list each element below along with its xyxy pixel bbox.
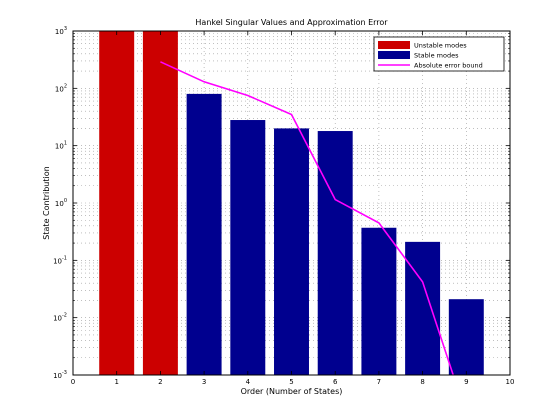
x-tick-label: 4 — [246, 378, 251, 386]
y-tick-label: 10-2 — [53, 313, 67, 323]
x-tick-label: 5 — [289, 378, 293, 386]
y-tick-label: 103 — [55, 26, 67, 36]
ticks: 0 1 2 3 4 5 6 7 8 9 10 10-3 10-2 10-1 100 101 102 103 — [53, 26, 514, 386]
x-axis-label: Order (Number of States) — [241, 387, 343, 396]
x-tick-label: 0 — [71, 378, 75, 386]
bar — [99, 31, 135, 375]
x-tick-label: 8 — [420, 378, 424, 386]
legend: Unstable modes Stable modes Absolute error… — [373, 36, 505, 72]
legend-label: Absolute error bound — [414, 62, 483, 70]
bar — [405, 241, 441, 375]
legend-label: Unstable modes — [414, 42, 467, 50]
y-axis-label: State Contribution — [42, 166, 51, 239]
x-tick-label: 9 — [464, 378, 468, 386]
x-tick-label: 2 — [158, 378, 162, 386]
y-tick-label: 100 — [55, 198, 67, 208]
x-tick-label: 1 — [114, 378, 118, 386]
legend-label: Stable modes — [414, 52, 459, 60]
bar — [142, 31, 178, 375]
bar — [317, 131, 353, 375]
error-bound-line — [160, 61, 454, 376]
legend-swatch — [378, 51, 410, 59]
chart-title: Hankel Singular Values and Approximation… — [195, 18, 388, 27]
bar — [230, 120, 266, 376]
y-tick-label: 102 — [55, 83, 67, 93]
x-tick-label: 10 — [506, 378, 515, 386]
y-tick-label: 10-3 — [53, 370, 67, 380]
bar — [274, 128, 309, 375]
bar — [361, 227, 397, 375]
x-tick-label: 6 — [333, 378, 338, 386]
x-tick-label: 7 — [377, 378, 381, 386]
lines — [160, 61, 454, 376]
bar — [448, 299, 484, 375]
bar — [186, 93, 222, 375]
y-tick-label: 101 — [55, 141, 67, 151]
x-tick-label: 3 — [202, 378, 206, 386]
y-tick-label: 10-1 — [53, 255, 67, 265]
legend-swatch — [378, 41, 410, 49]
bars — [99, 31, 484, 376]
